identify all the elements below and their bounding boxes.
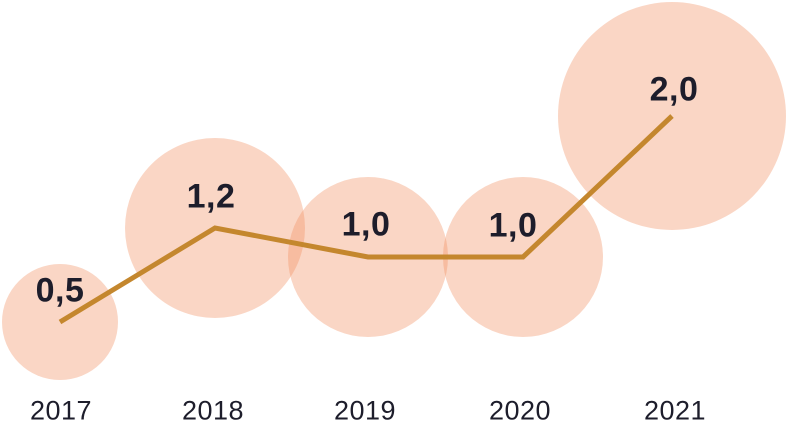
bubble-2018 (125, 138, 305, 318)
bubble-2019 (288, 177, 448, 337)
x-axis-label-2018: 2018 (181, 395, 245, 426)
value-label-2020: 1,0 (488, 206, 538, 245)
x-axis-label-2020: 2020 (488, 395, 552, 426)
value-label-2019: 1,0 (341, 205, 391, 244)
value-label-2018: 1,2 (186, 177, 236, 216)
bubble-2021 (558, 2, 786, 230)
x-axis-label-2017: 2017 (29, 395, 93, 426)
bubble-2020 (443, 177, 603, 337)
value-label-2017: 0,5 (35, 271, 85, 310)
value-label-2021: 2,0 (649, 70, 699, 109)
x-axis-label-2019: 2019 (333, 395, 397, 426)
x-axis-label-2021: 2021 (643, 395, 707, 426)
